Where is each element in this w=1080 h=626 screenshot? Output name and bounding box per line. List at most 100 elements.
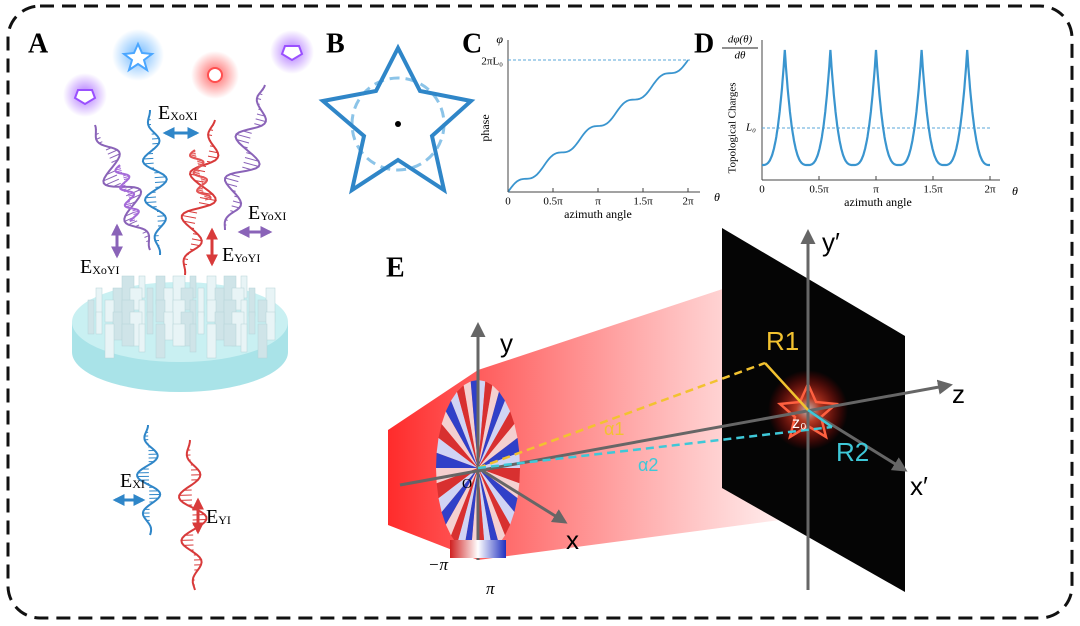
wedge [436,468,478,499]
axis-label: y′ [822,227,840,257]
pillar [214,311,225,341]
hatch [226,183,238,187]
pillar [172,323,186,347]
hatch [236,133,251,139]
hatch [232,200,242,204]
wedge [478,468,515,525]
pillar [146,311,154,335]
flower-icon [207,67,223,83]
alpha2-label: α2 [638,455,658,475]
x-axis-label: azimuth angle [564,207,632,221]
field-label: EYoYI [222,244,260,266]
hatch [191,238,202,242]
z0-label: z₀ [792,415,807,432]
x-symbol: θ [714,190,720,204]
hatch [128,220,138,226]
hatch [200,191,213,196]
x-tick-label: 2π [984,184,996,196]
x-axis-label: azimuth angle [844,195,912,209]
pillar [223,323,237,347]
radius-r1 [764,362,809,411]
pillar [155,323,166,359]
pillar [87,299,95,335]
hatch [255,118,266,123]
x-tick-label: 1.5π [923,184,943,196]
field-label: EYoXI [248,202,286,224]
r2-label: R2 [836,437,869,467]
hatch [103,174,118,182]
wedge [436,452,478,468]
pillar [138,323,146,353]
hatch [231,205,240,209]
hatch [208,150,218,154]
plot-c: φ 2πL₀ phase 0 0.5π π 1.5π 2π azimuth angle … [478,32,720,221]
wedge [478,468,520,484]
ray-r1 [477,361,766,470]
phase-plate [436,380,520,556]
panel-label: E [386,252,405,283]
star-icon [121,41,155,73]
hatch [109,153,121,159]
wedge [445,468,478,536]
x-tick-label: π [873,184,879,196]
wedge [478,468,493,555]
pillar [163,311,174,341]
wedge [451,468,478,545]
wedge [478,437,520,468]
hatch [107,149,118,155]
wedge [478,468,505,545]
wedge [451,391,478,468]
x-tick-label: 0 [505,196,511,208]
hatch [207,155,218,159]
wedge [463,468,478,555]
x-tick-label: 1.5π [633,196,653,208]
hatch [145,201,157,204]
x-ticks: 0 0.5π π 1.5π 2π [759,176,996,196]
x-tick-label: 0.5π [543,196,563,208]
pillar [257,323,268,359]
wave [178,439,208,591]
wedge [470,380,478,468]
center-dot [395,121,401,127]
wedge [478,468,499,551]
waves [94,84,267,591]
wedge [478,381,493,468]
hatch [157,220,166,222]
pillar [155,299,166,323]
y-symbol: φ [496,32,503,46]
hatch [105,178,120,186]
pillar [189,323,197,353]
radius-r2 [807,408,833,429]
hatch [190,243,200,247]
wedge [478,424,518,468]
y-tick-label: 2πL₀ [481,56,503,68]
y-axis-label: Topological Charges [727,83,739,174]
wedge [441,411,478,468]
pentagon-icon [73,89,97,106]
pillar [121,323,135,347]
panel-label: B [326,28,345,59]
field-label: EXoXI [158,102,198,124]
pillar [104,323,115,359]
pillar [257,299,268,323]
wedge [478,385,499,468]
pillar [95,311,103,335]
y-symbol: dθ [735,50,747,62]
pillar [197,311,205,335]
pillar [104,299,115,323]
wave [136,424,162,536]
colorbar-label: −π [428,555,448,574]
pillar [112,311,123,341]
x-tick-label: 2π [682,196,694,208]
x-tick-label: 0 [759,184,765,196]
wave [141,109,168,256]
axis-label: y [500,328,513,358]
hatch [183,220,196,224]
phase-curve [507,59,689,193]
hatch [244,157,259,162]
pillar [248,311,256,335]
wedge [445,400,478,468]
hatch [243,161,259,167]
pillars [87,275,276,359]
x-axis [477,466,568,524]
